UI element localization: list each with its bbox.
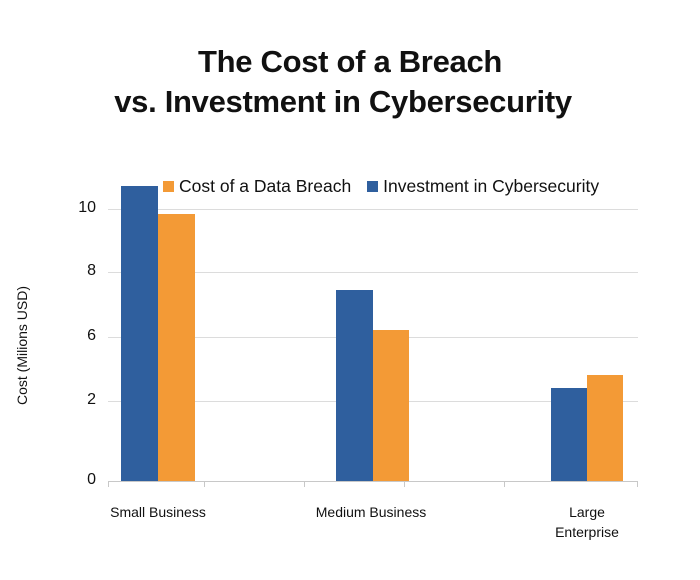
chart-title: The Cost of a Breach vs. Investment in C… [0,42,700,122]
y-axis-label-text: Cost (Milions USD) [14,285,30,405]
legend-swatch-orange [163,181,174,192]
x-axis-baseline [108,481,638,482]
x-axis-tick [504,481,505,487]
bar-medium-investment [336,290,373,481]
legend-item-investment: Investment in Cybersecurity [367,176,599,197]
y-tick-label: 0 [87,471,96,488]
chart-title-line1: The Cost of a Breach [197,44,503,79]
x-axis-tick [108,481,109,487]
legend-label: Investment in Cybersecurity [383,176,600,196]
legend: Cost of a Data Breach Investment in Cybe… [163,176,615,197]
bar-large-breach-cost [587,375,623,481]
gridline-10 [108,209,638,210]
bar-large-investment [551,388,587,481]
x-label-large-line2: Enterprise [555,524,619,540]
gridline-8 [108,272,638,273]
x-axis-tick [204,481,205,487]
x-label-medium-business: Medium Business [315,504,427,520]
y-tick-label: 6 [87,327,96,344]
bar-medium-breach-cost [373,330,409,481]
x-axis-tick [637,481,638,487]
x-axis-tick [304,481,305,487]
x-label-large-enterprise: Large Enterprise [537,502,637,542]
y-tick-label: 8 [87,262,96,279]
legend-item-breach-cost: Cost of a Data Breach [163,176,351,197]
legend-label: Cost of a Data Breach [179,176,352,196]
x-label-large-line1: Large [569,504,605,520]
chart-title-line2: vs. Investment in Cybersecurity [114,84,572,119]
x-axis-tick [404,481,405,487]
legend-swatch-blue [367,181,379,192]
bar-small-investment [121,186,158,481]
x-label-small-business: Small Business [110,504,206,520]
y-tick-label: 10 [78,199,96,216]
y-tick-label: 2 [87,391,96,408]
bar-small-breach-cost [158,214,195,481]
